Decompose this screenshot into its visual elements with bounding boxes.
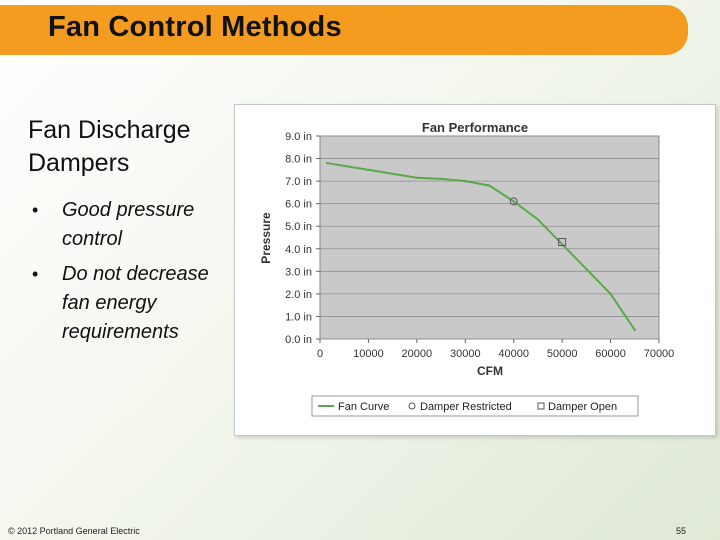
fan-curve-point	[488, 184, 491, 187]
title-bar: Fan Control Methods	[0, 5, 688, 55]
fan-curve-point	[536, 218, 540, 221]
bullet-icon: •	[32, 264, 39, 284]
fan-curve-point	[439, 177, 443, 181]
y-tick-label: 7.0 in	[285, 176, 312, 188]
legend-damper-restricted-label: Damper Restricted	[420, 401, 512, 413]
y-tick-label: 4.0 in	[285, 244, 312, 256]
damper-restricted-marker	[509, 197, 518, 206]
damper-open-marker	[558, 238, 567, 247]
x-tick-label: 30000	[450, 348, 481, 360]
fan-curve-point	[609, 292, 612, 296]
y-axis-label: Pressure	[259, 212, 273, 264]
legend-damper-open-label: Damper Open	[548, 401, 617, 413]
y-tick-label: 0.0 in	[285, 334, 312, 346]
slide-title: Fan Control Methods	[48, 11, 342, 43]
legend-damper-open-swatch	[537, 402, 545, 410]
fan-curve-point	[585, 267, 588, 271]
y-tick-label: 8.0 in	[285, 154, 312, 166]
fan-curve-point	[512, 200, 515, 203]
x-tick-label: 40000	[498, 348, 529, 360]
section-heading: Fan Discharge Dampers	[28, 114, 228, 180]
page-number: 55	[676, 526, 687, 536]
x-tick-label: 20000	[402, 348, 433, 360]
fan-performance-chart: Fan Performance 0.0 in 1.0 in 2.0 in 3.0 in 4…	[234, 104, 716, 436]
x-tick-label: 60000	[595, 348, 626, 360]
bullet-item: • Do not decrease fan energy requirement…	[30, 260, 230, 347]
bullet-text: Do not decrease fan energy requirements	[62, 263, 209, 343]
legend-box	[311, 395, 639, 417]
y-tick-label: 2.0 in	[285, 289, 312, 301]
fan-curve-point	[367, 168, 370, 172]
bullet-text: Good pressure control	[62, 199, 195, 250]
x-tick-label: 50000	[547, 348, 578, 360]
heading-line-2: Dampers	[28, 149, 130, 177]
x-tick-label: 10000	[353, 348, 384, 360]
fan-curve-line	[327, 162, 636, 331]
legend-damper-restricted-swatch	[408, 402, 416, 410]
footer-copyright: © 2012 Portland General Electric	[8, 526, 140, 536]
y-tick-label: 3.0 in	[285, 266, 312, 278]
chart-title: Fan Performance	[422, 120, 528, 135]
legend-fan-curve-label: Fan Curve	[338, 401, 389, 413]
fan-curve-point	[326, 161, 329, 165]
fan-curve-point	[415, 176, 419, 179]
chart-svg: Fan Performance 0.0 in 1.0 in 2.0 in 3.0 in 4…	[259, 120, 675, 417]
x-axis-label: CFM	[477, 364, 503, 378]
y-tick-label: 9.0 in	[285, 131, 312, 143]
y-tick-label: 5.0 in	[285, 221, 312, 233]
y-tick-label: 1.0 in	[285, 311, 312, 323]
bullet-list: • Good pressure control • Do not decreas…	[30, 196, 230, 353]
x-tick-label: 0	[317, 348, 323, 360]
plot-area	[319, 135, 660, 340]
fan-curve-point	[464, 179, 467, 183]
y-tick-label: 6.0 in	[285, 199, 312, 211]
bullet-icon: •	[32, 200, 39, 220]
fan-curve-point	[633, 328, 636, 332]
bullet-item: • Good pressure control	[30, 196, 230, 254]
x-tick-label: 70000	[644, 348, 675, 360]
heading-line-1: Fan Discharge	[28, 116, 191, 144]
fan-curve-point	[560, 243, 564, 246]
